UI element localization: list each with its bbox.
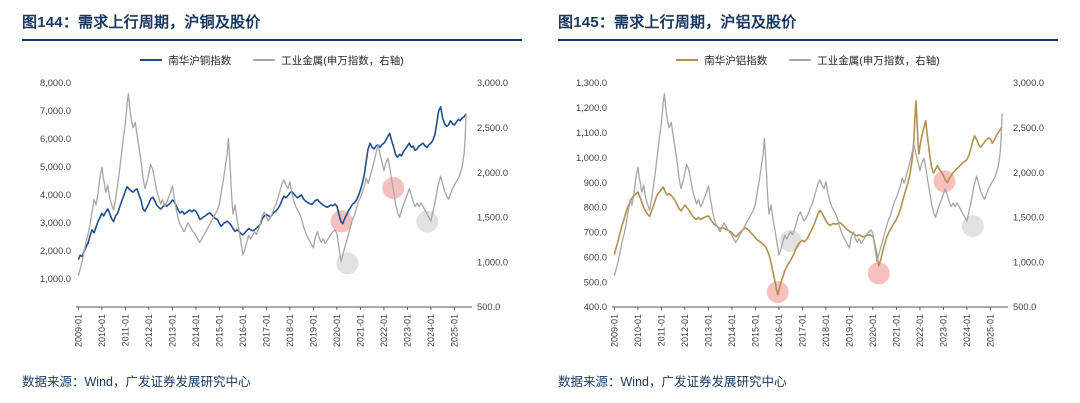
svg-text:2020-01: 2020-01 [868, 314, 878, 347]
report-figures-row: 图144：需求上行周期，沪铜及股价 南华沪铜指数 工业金属(申万指数，右轴) 8… [22, 8, 1058, 390]
legend-line-sample [789, 59, 812, 61]
svg-text:2018-01: 2018-01 [285, 314, 295, 347]
svg-text:2,000.0: 2,000.0 [40, 246, 71, 256]
svg-text:2016-01: 2016-01 [774, 314, 784, 347]
svg-text:2011-01: 2011-01 [657, 314, 667, 346]
svg-text:2012-01: 2012-01 [144, 314, 154, 347]
svg-text:2014-01: 2014-01 [727, 314, 737, 347]
svg-text:2,000.0: 2,000.0 [1013, 168, 1044, 178]
legend-line-sample [253, 59, 276, 61]
svg-text:2016-01: 2016-01 [238, 314, 248, 347]
svg-text:2025-01: 2025-01 [986, 314, 996, 347]
svg-text:2012-01: 2012-01 [680, 314, 690, 347]
svg-text:2023-01: 2023-01 [939, 314, 949, 347]
svg-text:1,000.0: 1,000.0 [576, 153, 607, 163]
data-source-note: 数据来源：Wind，广发证券发展研究中心 [558, 375, 787, 389]
svg-text:2023-01: 2023-01 [403, 314, 413, 347]
legend-copper: 南华沪铜指数 工业金属(申万指数，右轴) [22, 53, 522, 67]
svg-text:2013-01: 2013-01 [704, 314, 714, 347]
svg-text:700.0: 700.0 [584, 228, 607, 238]
svg-text:3,000.0: 3,000.0 [1013, 78, 1044, 88]
svg-text:2021-01: 2021-01 [892, 314, 902, 347]
svg-text:2019-01: 2019-01 [845, 314, 855, 347]
svg-text:3,000.0: 3,000.0 [477, 78, 508, 88]
svg-text:2015-01: 2015-01 [215, 314, 225, 347]
svg-text:2009-01: 2009-01 [610, 314, 620, 347]
legend-label: 工业金属(申万指数，右轴) [817, 54, 940, 67]
svg-text:2015-01: 2015-01 [751, 314, 761, 347]
data-source-note: 数据来源：Wind，广发证券发展研究中心 [22, 375, 251, 389]
svg-text:2018-01: 2018-01 [821, 314, 831, 347]
svg-text:2017-01: 2017-01 [262, 314, 272, 347]
svg-text:4,000.0: 4,000.0 [40, 190, 71, 200]
legend-item: 南华沪铝指数 [676, 53, 767, 68]
svg-text:2020-01: 2020-01 [332, 314, 342, 347]
svg-text:2025-01: 2025-01 [450, 314, 460, 347]
legend-item: 南华沪铜指数 [140, 53, 231, 68]
svg-text:2009-01: 2009-01 [74, 314, 84, 347]
svg-text:1,300.0: 1,300.0 [576, 78, 607, 88]
svg-text:2017-01: 2017-01 [798, 314, 808, 347]
svg-text:6,000.0: 6,000.0 [40, 134, 71, 144]
legend-aluminum: 南华沪铝指数 工业金属(申万指数，右轴) [558, 53, 1058, 67]
svg-text:2011-01: 2011-01 [121, 314, 131, 346]
svg-text:2024-01: 2024-01 [426, 314, 436, 347]
svg-text:2022-01: 2022-01 [379, 314, 389, 347]
svg-text:1,000.0: 1,000.0 [477, 257, 508, 267]
svg-text:1,100.0: 1,100.0 [576, 128, 607, 138]
legend-label: 南华沪铜指数 [168, 54, 232, 67]
svg-text:500.0: 500.0 [1013, 302, 1036, 312]
chart-panel-copper: 图144：需求上行周期，沪铜及股价 南华沪铜指数 工业金属(申万指数，右轴) 8… [22, 8, 522, 390]
svg-text:5,000.0: 5,000.0 [40, 162, 71, 172]
figure-title-copper: 图144：需求上行周期，沪铜及股价 [22, 8, 522, 41]
svg-text:2010-01: 2010-01 [633, 314, 643, 347]
svg-text:1,200.0: 1,200.0 [576, 103, 607, 113]
svg-text:1,500.0: 1,500.0 [1013, 213, 1044, 223]
legend-label: 南华沪铝指数 [704, 54, 768, 67]
svg-text:8,000.0: 8,000.0 [40, 78, 71, 88]
svg-text:2,500.0: 2,500.0 [1013, 123, 1044, 133]
svg-text:2010-01: 2010-01 [97, 314, 107, 347]
svg-text:2,500.0: 2,500.0 [477, 123, 508, 133]
legend-item: 工业金属(申万指数，右轴) [253, 53, 404, 68]
chart-panel-aluminum: 图145：需求上行周期，沪铝及股价 南华沪铝指数 工业金属(申万指数，右轴) 1… [558, 8, 1058, 390]
svg-text:2,000.0: 2,000.0 [477, 168, 508, 178]
svg-text:1,000.0: 1,000.0 [40, 274, 71, 284]
svg-text:2024-01: 2024-01 [962, 314, 972, 347]
svg-text:2014-01: 2014-01 [191, 314, 201, 347]
svg-text:2021-01: 2021-01 [356, 314, 366, 347]
legend-line-sample [676, 59, 699, 61]
svg-text:3,000.0: 3,000.0 [40, 218, 71, 228]
legend-label: 工业金属(申万指数，右轴) [281, 54, 404, 67]
svg-text:1,500.0: 1,500.0 [477, 213, 508, 223]
svg-text:7,000.0: 7,000.0 [40, 106, 71, 116]
svg-text:2022-01: 2022-01 [915, 314, 925, 347]
svg-text:800.0: 800.0 [584, 203, 607, 213]
svg-text:1,000.0: 1,000.0 [1013, 257, 1044, 267]
legend-item: 工业金属(申万指数，右轴) [789, 53, 940, 68]
svg-text:900.0: 900.0 [584, 178, 607, 188]
svg-text:500.0: 500.0 [584, 277, 607, 287]
svg-text:2019-01: 2019-01 [309, 314, 319, 347]
chart-canvas: 1,300.0 1,200.0 1,100.0 1,000.0 900.0 800.0 70… [576, 78, 1044, 347]
svg-text:2013-01: 2013-01 [168, 314, 178, 347]
svg-text:500.0: 500.0 [477, 302, 500, 312]
figure-title-aluminum: 图145：需求上行周期，沪铝及股价 [558, 8, 1058, 41]
svg-text:600.0: 600.0 [584, 252, 607, 262]
svg-text:400.0: 400.0 [584, 302, 607, 312]
chart-canvas: 8,000.0 7,000.0 6,000.0 5,000.0 4,000.0 3,000… [40, 78, 508, 347]
legend-line-sample [140, 59, 163, 61]
